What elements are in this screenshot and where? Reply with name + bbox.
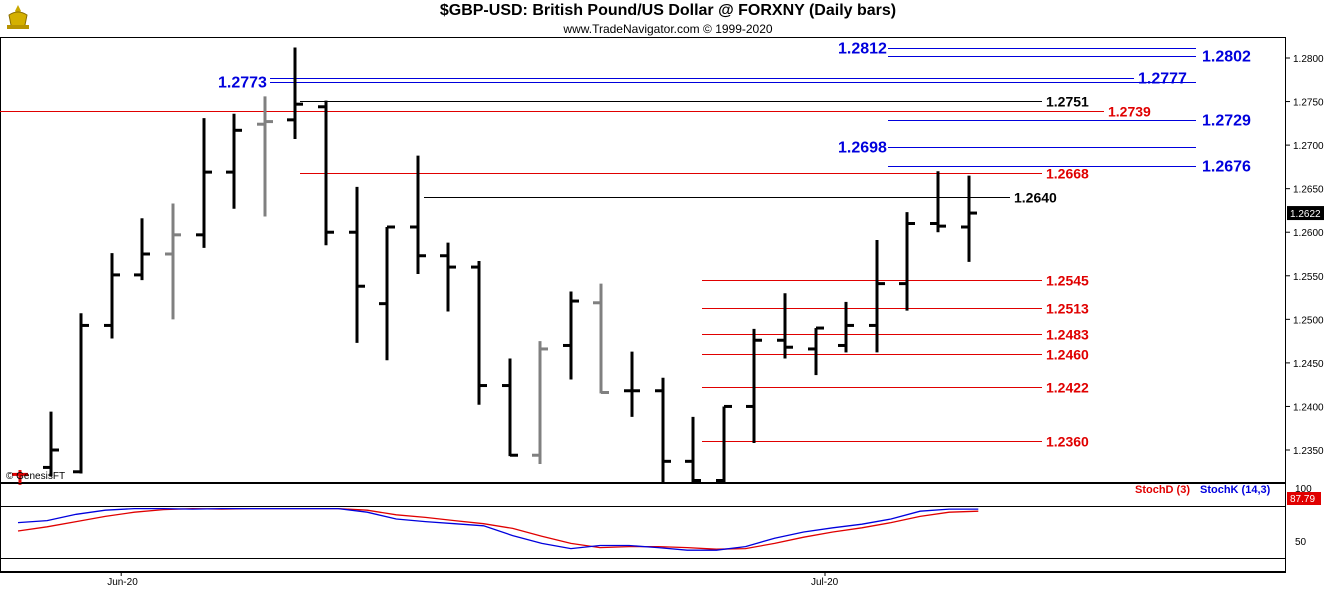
y-tick-label: 1.2700 [1293,141,1324,152]
level-label: 1.2640 [1014,190,1057,206]
level-label: 1.2422 [1046,380,1089,396]
ohlc-bar [257,96,273,217]
stochastic-panel [0,483,1286,572]
level-label: 1.2676 [1202,159,1251,176]
stoch-value-label: 87.79 [1290,494,1315,505]
chart-title: $GBP-USD: British Pound/US Dollar @ FORX… [439,2,897,19]
y-tick-label: 1.2550 [1293,272,1324,283]
ohlc-bar [808,326,824,376]
ohlc-bar [104,253,120,339]
stoch-value-box [1287,492,1321,505]
y-tick-label: 1.2650 [1293,185,1324,196]
level-label: 1.2751 [1046,94,1089,110]
level-label: 1.2668 [1046,166,1089,182]
y-tick-label: 1.2450 [1293,359,1324,370]
ohlc-bar [165,203,181,320]
ohlc-bar [930,171,946,233]
ohlc-bar [440,242,456,312]
ohlc-bar [838,301,854,353]
level-label: 1.2360 [1046,434,1089,450]
y-tick-label: 1.2500 [1293,315,1324,326]
ohlc-bar [624,351,640,417]
stochd-legend: StochD (3) [1135,484,1190,496]
ohlc-bar [746,328,762,444]
ohlc-bar [563,291,579,380]
x-tick-label: Jun-20 [107,577,138,588]
ohlc-bar [43,411,59,477]
y-tick-label: 1.2600 [1293,228,1324,239]
ohlc-bar [73,313,89,474]
y-tick-label: 1.2400 [1293,402,1324,413]
ohlc-bar [899,212,915,311]
ohlc-bar [12,470,28,485]
level-label: 1.2545 [1046,273,1089,289]
chart-subtitle: www.TradeNavigator.com © 1999-2020 [563,22,773,36]
last-price-box [1287,206,1324,221]
price-axis: 1.2800 1.2750 1.2700 1.2650 1.2600 1.2550 1.25… [1286,54,1324,457]
level-label: 1.2777 [1138,71,1187,88]
trade-navigator-logo-icon [7,5,29,29]
stochd-line [17,507,979,550]
ohlc-bar [134,218,150,281]
price-bars [12,47,977,485]
stoch-tick-label: 50 [1295,537,1307,548]
ohlc-bar [869,240,885,353]
last-price-label: 1.2622 [1290,209,1321,220]
level-lines: 1.2812 1.2802 1.2777 1.2773 1.2751 1.2739 1.27… [0,41,1251,450]
ohlc-bar [777,293,793,359]
stochk-line [17,507,979,551]
ohlc-bar [287,47,303,140]
stoch-tick-label: 100 [1295,484,1312,495]
ohlc-bar [471,260,487,405]
copyright-text: © GenesisFT [6,471,65,482]
level-label: 1.2739 [1108,104,1151,120]
ohlc-bar [685,416,701,483]
ohlc-bar [716,404,732,483]
ohlc-bar [961,175,977,262]
ohlc-bar [318,100,334,246]
ohlc-bar [532,341,548,464]
stochk-legend: StochK (14,3) [1200,484,1271,496]
ohlc-bar [593,283,609,395]
price-panel [0,37,1286,483]
y-tick-label: 1.2750 [1293,98,1324,109]
ohlc-bar [379,225,395,361]
ohlc-bar [226,113,242,209]
level-label: 1.2513 [1046,301,1089,317]
level-label: 1.2812 [838,41,887,58]
level-label: 1.2698 [838,140,887,157]
ohlc-bar [196,118,212,248]
ohlc-bar [655,377,671,483]
date-axis: Jun-20 Jul-20 [107,572,839,588]
level-label: 1.2802 [1202,49,1251,66]
y-tick-label: 1.2350 [1293,446,1324,457]
level-label: 1.2460 [1046,347,1089,363]
level-label: 1.2729 [1202,113,1251,130]
level-label: 1.2773 [218,75,267,92]
ohlc-bar [349,186,365,343]
level-label: 1.2483 [1046,327,1089,343]
x-tick-label: Jul-20 [811,577,839,588]
y-tick-label: 1.2800 [1293,54,1324,65]
ohlc-bar [502,358,518,457]
stochastic-lines: 100 50 87.79 [0,484,1321,559]
ohlc-bar [410,155,426,275]
